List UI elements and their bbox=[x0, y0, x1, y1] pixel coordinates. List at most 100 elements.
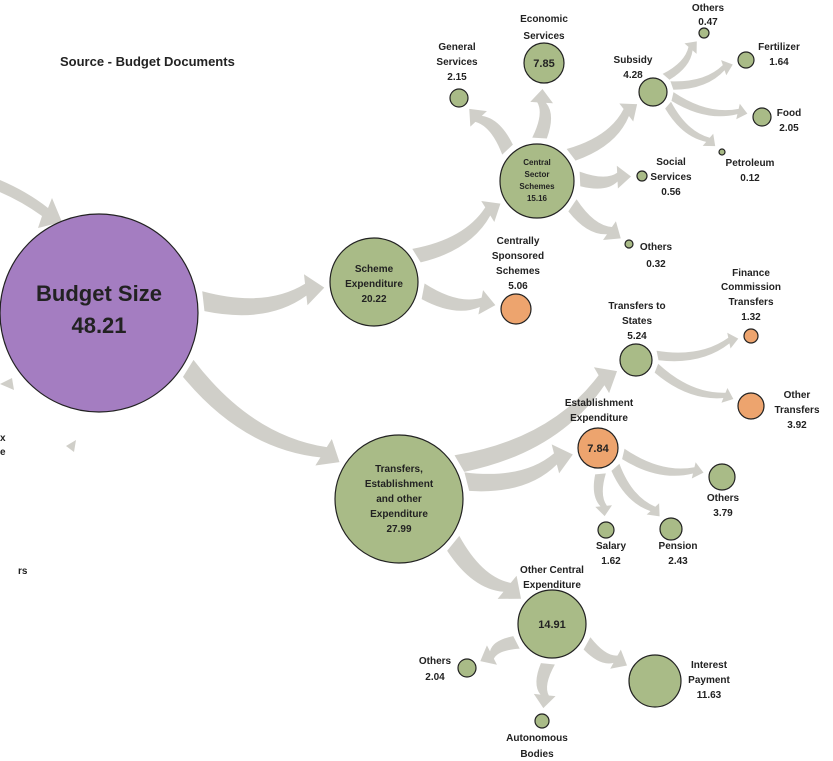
flow-arrow-budget-size-to-transfers-establishment-other bbox=[182, 359, 340, 466]
flow-arrow-transfers-establishment-other-to-establishment-expenditure bbox=[464, 444, 573, 492]
node-social-services bbox=[636, 170, 648, 182]
cropped-text-fragment: x bbox=[0, 433, 6, 444]
node-label-petroleum: Petroleum bbox=[726, 158, 775, 169]
node-value-pension: 2.43 bbox=[668, 556, 688, 567]
cropped-text-fragment: e bbox=[0, 447, 6, 458]
node-label-centrally-sponsored-schemes: Centrally bbox=[497, 236, 540, 247]
node-salary bbox=[597, 521, 615, 539]
flow-arrow-transfers-establishment-other-to-transfers-to-states bbox=[454, 367, 618, 472]
node-petroleum bbox=[718, 148, 726, 156]
node-label-other-central-expenditure: Expenditure bbox=[523, 580, 581, 591]
node-central-sector-schemes bbox=[499, 143, 575, 219]
node-value-establishment-others: 3.79 bbox=[713, 508, 733, 519]
node-label-transfers-establishment-other: and other bbox=[376, 494, 422, 505]
node-finance-commission-transfers bbox=[743, 328, 759, 344]
node-label-social-services: Services bbox=[650, 172, 692, 183]
flow-arrow-offcanvas-3 bbox=[66, 440, 76, 452]
node-value-fertilizer: 1.64 bbox=[769, 57, 789, 68]
node-value-interest-payment: 11.63 bbox=[697, 690, 722, 701]
node-label-transfers-establishment-other: Transfers, bbox=[375, 464, 423, 475]
node-transfers-establishment-other bbox=[334, 434, 464, 564]
node-label-transfers-establishment-other: Expenditure bbox=[370, 509, 428, 520]
cropped-text-fragment: rs bbox=[18, 566, 28, 577]
node-label-centrally-sponsored-schemes: Schemes bbox=[496, 266, 540, 277]
node-value-other-central-expenditure: 14.91 bbox=[538, 619, 566, 631]
node-label-economic-services: Services bbox=[523, 31, 565, 42]
node-subsidy-others bbox=[698, 27, 710, 39]
node-label-scheme-expenditure: Expenditure bbox=[345, 279, 403, 290]
node-label-transfers-establishment-other: Establishment bbox=[365, 479, 434, 490]
node-label-subsidy: Subsidy bbox=[614, 55, 653, 66]
node-label-scheme-expenditure: Scheme bbox=[355, 264, 394, 275]
flow-arrow-central-sector-schemes-to-subsidy bbox=[566, 103, 638, 161]
node-centrally-sponsored-schemes bbox=[500, 293, 532, 325]
node-label-central-sector-schemes: Sector bbox=[525, 170, 550, 179]
flow-arrow-offcanvas-2 bbox=[0, 378, 14, 390]
flow-arrow-central-sector-schemes-to-economic-services bbox=[530, 88, 554, 139]
flow-arrow-other-central-expenditure-to-interest-payment bbox=[583, 637, 628, 669]
node-label-general-services: Services bbox=[436, 57, 478, 68]
flow-arrow-transfers-to-states-to-finance-commission-transfers bbox=[656, 332, 739, 362]
flow-arrow-other-central-expenditure-to-other-central-others bbox=[480, 636, 520, 665]
node-economic-services bbox=[523, 42, 565, 84]
node-value-other-central-others: 2.04 bbox=[425, 672, 445, 683]
node-establishment-others bbox=[708, 463, 736, 491]
node-label-centrally-sponsored-schemes: Sponsored bbox=[492, 251, 544, 262]
flow-arrow-subsidy-to-food bbox=[671, 92, 748, 120]
node-transfers-to-states bbox=[619, 343, 653, 377]
node-value-subsidy-others: 0.47 bbox=[698, 17, 718, 28]
node-value-general-services: 2.15 bbox=[447, 72, 467, 83]
node-label-food: Food bbox=[777, 108, 801, 119]
flow-arrow-scheme-expenditure-to-central-sector-schemes bbox=[412, 200, 501, 263]
node-value-economic-services: 7.85 bbox=[533, 58, 554, 70]
node-label-subsidy-others: Others bbox=[692, 3, 725, 14]
node-label-establishment-others: Others bbox=[707, 493, 740, 504]
node-label-establishment-expenditure: Expenditure bbox=[570, 413, 628, 424]
node-label-autonomous-bodies: Autonomous bbox=[506, 733, 568, 744]
node-label-other-central-expenditure: Other Central bbox=[520, 565, 584, 576]
node-autonomous-bodies bbox=[534, 713, 550, 729]
node-establishment-expenditure bbox=[577, 427, 619, 469]
node-value-transfers-to-states: 5.24 bbox=[627, 331, 647, 342]
node-label-finance-commission-transfers: Transfers bbox=[728, 297, 773, 308]
node-other-central-expenditure bbox=[517, 589, 587, 659]
node-value-subsidy: 4.28 bbox=[623, 70, 643, 81]
flow-arrow-transfers-establishment-other-to-other-central-expenditure bbox=[447, 535, 522, 599]
node-subsidy bbox=[638, 77, 668, 107]
node-general-services bbox=[449, 88, 469, 108]
flow-arrow-offcanvas-1 bbox=[0, 180, 62, 228]
node-food bbox=[752, 107, 772, 127]
node-value-budget-size: 48.21 bbox=[71, 313, 126, 338]
node-label-pension: Pension bbox=[659, 541, 698, 552]
flow-arrow-scheme-expenditure-to-centrally-sponsored-schemes bbox=[421, 283, 496, 315]
node-label-finance-commission-transfers: Commission bbox=[721, 282, 781, 293]
flow-arrow-central-sector-schemes-to-general-services bbox=[469, 108, 513, 155]
node-label-budget-size: Budget Size bbox=[36, 281, 162, 306]
node-label-interest-payment: Interest bbox=[691, 660, 728, 671]
node-value-other-transfers: 3.92 bbox=[787, 420, 807, 431]
node-label-finance-commission-transfers: Finance bbox=[732, 268, 770, 279]
cropped-text-fragments: xe rs bbox=[0, 433, 28, 577]
flow-arrow-subsidy-to-petroleum bbox=[665, 101, 716, 147]
node-circles bbox=[0, 27, 772, 729]
node-labels: Budget Size 48.21 Scheme Expenditure 20.22 Tr… bbox=[36, 3, 820, 760]
flow-arrow-subsidy-to-subsidy-others bbox=[662, 41, 697, 80]
flow-arrow-budget-size-to-scheme-expenditure bbox=[202, 274, 325, 316]
node-label-general-services: General bbox=[438, 42, 475, 53]
node-scheme-expenditure bbox=[329, 237, 419, 327]
node-label-social-services: Social bbox=[656, 157, 686, 168]
node-label-central-sector-schemes: Central bbox=[523, 158, 551, 167]
node-other-central-others bbox=[457, 658, 477, 678]
node-value-central-sector-schemes: 15.16 bbox=[527, 194, 548, 203]
node-value-scheme-expenditure: 20.22 bbox=[361, 294, 386, 305]
node-label-css-others: Others bbox=[640, 242, 673, 253]
node-value-petroleum: 0.12 bbox=[740, 173, 760, 184]
node-label-other-transfers: Transfers bbox=[774, 405, 819, 416]
node-label-autonomous-bodies: Bodies bbox=[520, 749, 554, 760]
node-label-fertilizer: Fertilizer bbox=[758, 42, 800, 53]
node-label-transfers-to-states: States bbox=[622, 316, 652, 327]
flow-arrow-central-sector-schemes-to-css-others bbox=[568, 199, 621, 241]
node-value-centrally-sponsored-schemes: 5.06 bbox=[508, 281, 528, 292]
node-budget-size bbox=[0, 213, 199, 413]
